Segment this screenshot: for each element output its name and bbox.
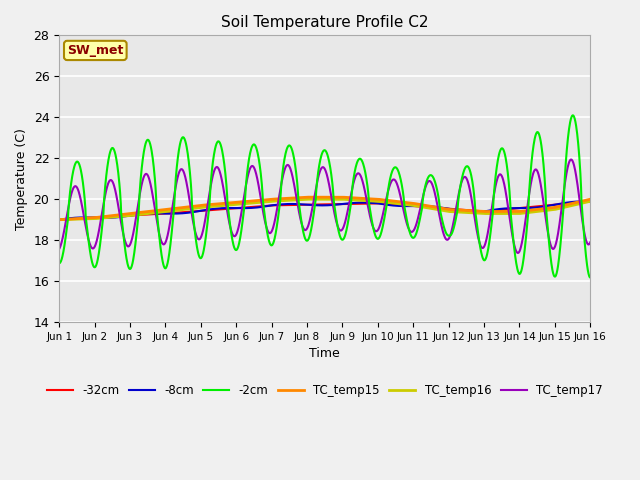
- X-axis label: Time: Time: [309, 348, 340, 360]
- Legend: -32cm, -8cm, -2cm, TC_temp15, TC_temp16, TC_temp17: -32cm, -8cm, -2cm, TC_temp15, TC_temp16,…: [42, 380, 607, 402]
- Title: Soil Temperature Profile C2: Soil Temperature Profile C2: [221, 15, 428, 30]
- Text: SW_met: SW_met: [67, 44, 124, 57]
- Y-axis label: Temperature (C): Temperature (C): [15, 128, 28, 229]
